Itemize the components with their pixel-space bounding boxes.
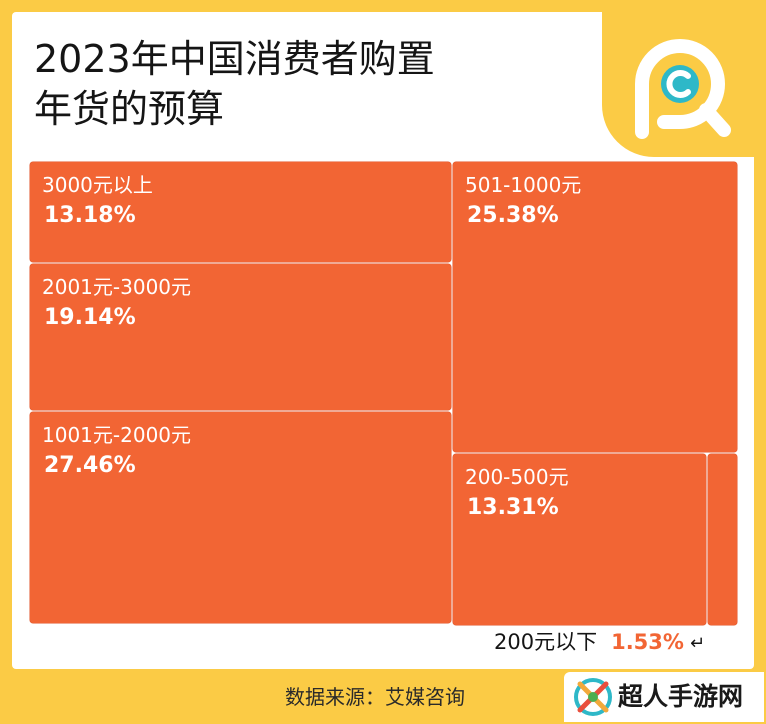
cell-label: 1001元-2000元	[42, 423, 192, 447]
treemap-cell: 200-500元 13.31%	[453, 454, 706, 625]
cell-label: 501-1000元	[465, 173, 582, 197]
callout-label: 200元以下	[494, 630, 598, 654]
footer: 数据来源：艾媒咨询	[0, 669, 766, 724]
watermark-badge: 超人手游网	[564, 672, 764, 722]
small-segment-callout: 200元以下 1.53% ↵	[494, 628, 705, 658]
watermark-text: 超人手游网	[618, 682, 744, 711]
cell-label: 2001元-3000元	[42, 275, 192, 299]
logo-panel	[602, 12, 754, 157]
cell-value: 25.38%	[467, 203, 559, 228]
cell-label: 200-500元	[465, 465, 569, 489]
title-line-1: 2023年中国消费者购置	[34, 37, 435, 81]
treemap-cell	[708, 454, 737, 625]
brand-logo-icon	[635, 39, 731, 139]
chart-title: 2023年中国消费者购置 年货的预算	[34, 34, 435, 134]
cell-value: 13.31%	[467, 495, 559, 520]
callout-value: 1.53%	[611, 630, 684, 654]
treemap-cell: 3000元以上 13.18%	[30, 162, 451, 262]
cell-value: 19.14%	[44, 305, 136, 330]
data-source-text: 数据来源：艾媒咨询	[285, 685, 465, 709]
return-arrow-icon: ↵	[689, 633, 706, 654]
cell-value: 27.46%	[44, 453, 136, 478]
title-line-2: 年货的预算	[34, 87, 225, 131]
cell-label: 3000元以上	[42, 173, 153, 197]
watermark-logo-icon	[574, 678, 612, 716]
treemap-cell: 501-1000元 25.38%	[453, 162, 737, 452]
treemap-cell: 2001元-3000元 19.14%	[30, 264, 451, 410]
treemap-cell: 1001元-2000元 27.46%	[30, 412, 451, 623]
cell-value: 13.18%	[44, 203, 136, 228]
